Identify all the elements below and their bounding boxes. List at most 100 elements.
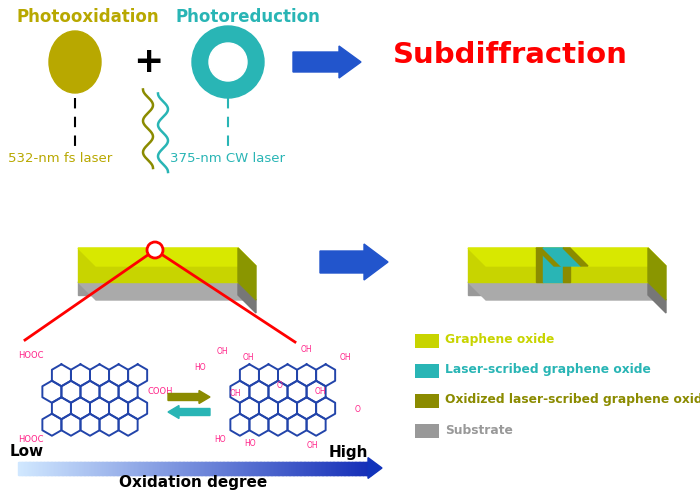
Bar — [58, 461, 60, 475]
Bar — [201, 461, 203, 475]
Bar — [146, 461, 148, 475]
Bar — [32, 461, 34, 475]
Bar — [261, 461, 264, 475]
Bar — [244, 461, 246, 475]
Bar — [157, 461, 160, 475]
Bar — [25, 461, 27, 475]
Bar — [323, 461, 326, 475]
Text: Substrate: Substrate — [445, 424, 513, 437]
Bar — [113, 461, 116, 475]
Bar — [220, 461, 223, 475]
Bar — [322, 461, 324, 475]
Bar — [92, 461, 95, 475]
Bar — [197, 461, 199, 475]
Bar — [251, 461, 253, 475]
Bar — [161, 461, 163, 475]
Bar — [369, 461, 371, 475]
Bar — [77, 461, 80, 475]
Bar — [264, 461, 267, 475]
Bar — [246, 461, 248, 475]
Bar — [319, 461, 321, 475]
Bar — [83, 461, 85, 475]
Polygon shape — [536, 248, 543, 282]
Bar — [348, 461, 351, 475]
Bar — [164, 461, 166, 475]
Bar — [314, 461, 316, 475]
Bar — [104, 461, 107, 475]
Bar — [62, 461, 64, 475]
Text: HO: HO — [244, 439, 256, 447]
Bar — [111, 461, 114, 475]
Bar — [352, 461, 354, 475]
Text: COOH: COOH — [148, 388, 174, 396]
Bar — [187, 461, 190, 475]
Bar — [288, 461, 290, 475]
Bar — [70, 461, 73, 475]
Bar — [48, 461, 50, 475]
Bar — [315, 461, 317, 475]
Bar — [132, 461, 134, 475]
Bar — [268, 461, 271, 475]
Bar — [64, 461, 67, 475]
Polygon shape — [78, 282, 256, 300]
Bar — [289, 461, 291, 475]
Bar — [78, 461, 81, 475]
Bar — [76, 461, 78, 475]
Bar — [127, 461, 129, 475]
Bar — [214, 461, 216, 475]
Bar — [94, 461, 96, 475]
Bar — [81, 461, 83, 475]
Bar — [262, 461, 265, 475]
Polygon shape — [468, 282, 666, 300]
Bar — [21, 461, 23, 475]
Bar — [221, 461, 224, 475]
Bar — [335, 461, 338, 475]
Bar — [255, 461, 257, 475]
Bar — [154, 461, 157, 475]
Bar — [258, 461, 261, 475]
Bar — [193, 461, 195, 475]
Text: OH: OH — [306, 442, 318, 450]
Text: OH: OH — [216, 347, 228, 356]
Bar — [67, 461, 70, 475]
Bar — [325, 461, 327, 475]
Bar — [279, 461, 281, 475]
Polygon shape — [648, 248, 666, 300]
Text: Low: Low — [10, 445, 44, 459]
Bar — [198, 461, 200, 475]
Bar — [43, 461, 45, 475]
Bar — [141, 461, 144, 475]
Bar — [248, 461, 250, 475]
Bar — [195, 461, 197, 475]
Bar — [318, 461, 320, 475]
Polygon shape — [468, 248, 666, 266]
Bar — [267, 461, 270, 475]
Bar — [114, 461, 117, 475]
Bar — [239, 461, 241, 475]
Bar — [153, 461, 155, 475]
Bar — [134, 461, 136, 475]
Bar — [340, 461, 342, 475]
Bar — [27, 461, 30, 475]
Bar — [38, 461, 41, 475]
Bar — [206, 461, 209, 475]
Bar — [150, 461, 153, 475]
FancyArrow shape — [293, 46, 361, 78]
Bar — [282, 461, 284, 475]
Polygon shape — [543, 248, 563, 282]
Bar — [356, 461, 358, 475]
Bar — [108, 461, 111, 475]
Bar — [141, 461, 143, 475]
Bar — [366, 461, 368, 475]
Text: OH: OH — [314, 388, 326, 396]
Bar — [235, 461, 237, 475]
Bar — [57, 461, 59, 475]
Bar — [165, 461, 167, 475]
Bar — [30, 461, 33, 475]
Bar — [231, 461, 234, 475]
Bar — [181, 461, 183, 475]
Bar — [51, 461, 53, 475]
Bar — [365, 461, 367, 475]
Bar — [345, 461, 348, 475]
Bar — [351, 461, 353, 475]
